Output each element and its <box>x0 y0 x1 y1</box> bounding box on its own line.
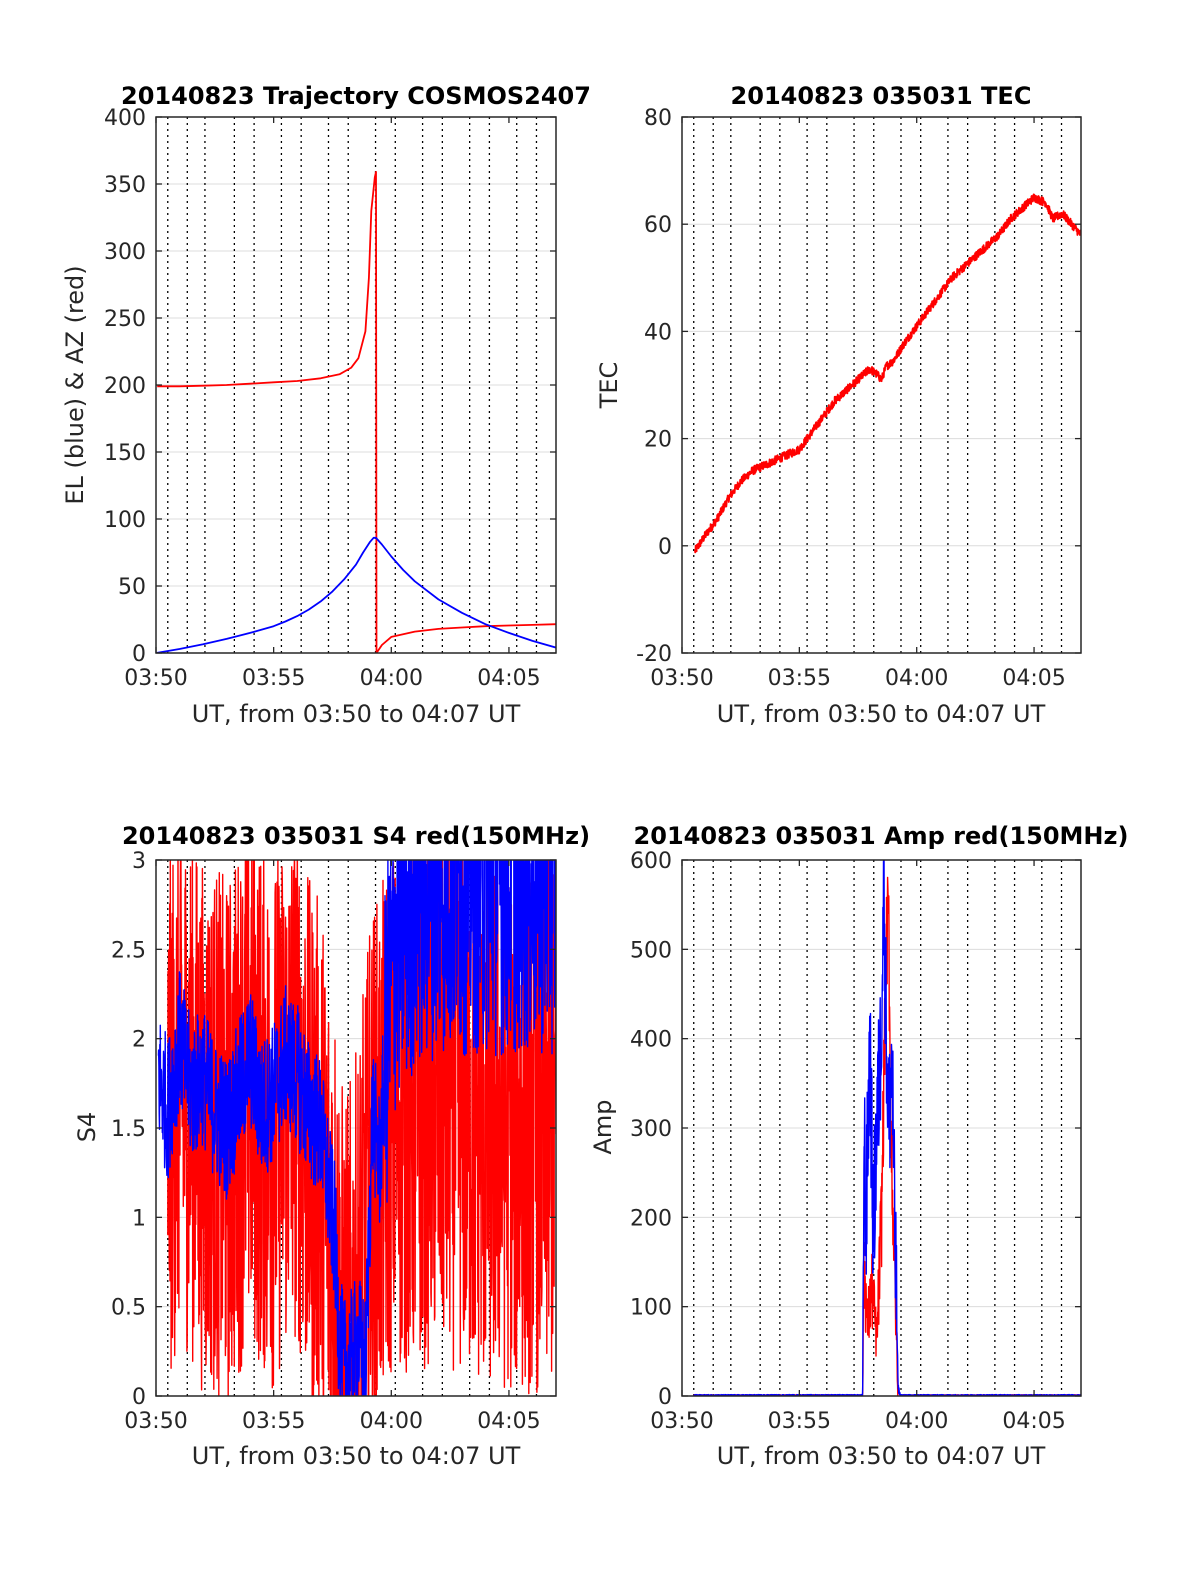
y-tick-label: 0 <box>658 535 672 560</box>
y-tick-label: 3 <box>132 849 146 874</box>
y-tick-label: 200 <box>630 1206 672 1231</box>
series-group <box>157 860 556 1396</box>
y-tick-label: -20 <box>636 642 672 667</box>
series-line <box>693 876 1081 1396</box>
x-tick-label: 03:55 <box>242 1409 305 1434</box>
series-line <box>693 860 1081 1396</box>
y-tick-label: 0 <box>132 642 146 667</box>
s4-chart: 20140823 035031 S4 red(150MHz) UT, from … <box>73 822 590 1470</box>
y-tick-label: 0 <box>658 1385 672 1410</box>
chart-title: 20140823 035031 Amp red(150MHz) <box>634 822 1129 850</box>
series-line <box>157 171 556 653</box>
x-axis-label: UT, from 03:50 to 04:07 UT <box>192 1442 521 1470</box>
y-axis-label: EL (blue) & AZ (red) <box>61 265 89 504</box>
y-axis-label: Amp <box>589 1099 617 1154</box>
x-axis-label: UT, from 03:50 to 04:07 UT <box>717 700 1046 728</box>
series-line <box>156 536 556 653</box>
plot-area: 03:50 03:55 04:00 04:05 -20 0 20 40 60 80 <box>636 106 1082 691</box>
y-tick-label: 400 <box>630 1028 672 1053</box>
plot-frame <box>681 116 1082 654</box>
y-axis-label: TEC <box>595 362 623 410</box>
y-tick-label: 100 <box>630 1296 672 1321</box>
y-tick-label: 300 <box>630 1117 672 1142</box>
y-tick-label: 150 <box>104 441 146 466</box>
chart-title: 20140823 Trajectory COSMOS2407 <box>121 82 591 110</box>
y-tick-label: 100 <box>104 508 146 533</box>
x-tick-label: 04:05 <box>1002 666 1065 691</box>
chart-title: 20140823 035031 TEC <box>731 82 1032 110</box>
series-line <box>157 860 556 1396</box>
amp-chart: 20140823 035031 Amp red(150MHz) UT, from… <box>589 822 1128 1470</box>
y-tick-label: 600 <box>630 849 672 874</box>
y-tick-label: 50 <box>118 575 146 600</box>
x-tick-label: 04:00 <box>360 1409 423 1434</box>
y-tick-label: 20 <box>644 428 672 453</box>
y-tick-label: 200 <box>104 374 146 399</box>
x-tick-label: 03:55 <box>768 1409 831 1434</box>
x-tick-label: 03:50 <box>650 1409 713 1434</box>
trajectory-chart: 20140823 Trajectory COSMOS2407 UT, from … <box>61 82 591 728</box>
plot-area: 03:50 03:55 04:00 04:05 0 0.5 1 1.5 2 2.5 3 <box>111 849 557 1434</box>
y-tick-label: 2.5 <box>111 938 146 963</box>
y-tick-label: 0 <box>132 1385 146 1410</box>
chart-title: 20140823 035031 S4 red(150MHz) <box>122 822 590 850</box>
y-tick-label: 80 <box>644 106 672 131</box>
y-tick-label: 1 <box>132 1206 146 1231</box>
x-tick-label: 04:00 <box>885 666 948 691</box>
y-tick-label: 250 <box>104 307 146 332</box>
x-tick-label: 03:50 <box>650 666 713 691</box>
x-axis-label: UT, from 03:50 to 04:07 UT <box>192 700 521 728</box>
x-tick-label: 03:55 <box>768 666 831 691</box>
y-tick-label: 40 <box>644 320 672 345</box>
tec-chart: 20140823 035031 TEC UT, from 03:50 to 04… <box>595 82 1082 728</box>
x-tick-label: 04:00 <box>885 1409 948 1434</box>
plot-area: 03:50 03:55 04:00 04:05 0 50 100 150 200 250 300 35… <box>104 106 557 691</box>
x-tick-label: 03:50 <box>124 666 187 691</box>
y-tick-label: 60 <box>644 213 672 238</box>
x-tick-label: 03:55 <box>242 666 305 691</box>
series-line <box>694 193 1081 554</box>
y-tick-label: 2 <box>132 1028 146 1053</box>
x-tick-label: 04:05 <box>477 1409 540 1434</box>
y-axis-label: S4 <box>73 1112 101 1143</box>
x-axis-label: UT, from 03:50 to 04:07 UT <box>717 1442 1046 1470</box>
series-group <box>694 193 1081 554</box>
y-tick-label: 1.5 <box>111 1117 146 1142</box>
y-tick-label: 300 <box>104 240 146 265</box>
x-tick-label: 04:00 <box>360 666 423 691</box>
y-tick-label: 350 <box>104 173 146 198</box>
series-group <box>693 860 1081 1396</box>
x-tick-label: 03:50 <box>124 1409 187 1434</box>
series-group <box>156 171 556 653</box>
x-tick-label: 04:05 <box>477 666 540 691</box>
y-tick-label: 400 <box>104 106 146 131</box>
plot-area: 03:50 03:55 04:00 04:05 0 100 200 300 400 500 600 <box>630 849 1082 1434</box>
x-tick-label: 04:05 <box>1002 1409 1065 1434</box>
series-line <box>167 860 556 1396</box>
y-tick-label: 500 <box>630 938 672 963</box>
y-tick-label: 0.5 <box>111 1296 146 1321</box>
